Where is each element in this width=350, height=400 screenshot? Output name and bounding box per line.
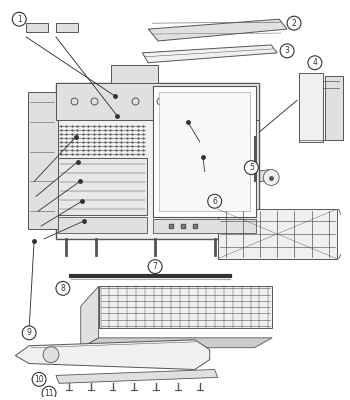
Text: 6: 6 (212, 197, 217, 206)
Bar (28, 92, 58, 229)
Bar (58, 158, 147, 215)
Circle shape (208, 194, 222, 208)
Text: 11: 11 (44, 389, 54, 398)
Text: 2: 2 (292, 19, 296, 28)
Bar (58, 217, 147, 233)
Bar (325, 76, 343, 140)
Polygon shape (142, 45, 277, 63)
Circle shape (308, 56, 322, 70)
Bar (56, 23, 78, 32)
Text: 3: 3 (285, 46, 289, 55)
Circle shape (42, 386, 56, 400)
Polygon shape (56, 370, 218, 383)
Circle shape (148, 260, 162, 274)
Circle shape (244, 161, 258, 174)
Circle shape (43, 347, 59, 362)
Bar (111, 65, 158, 82)
Polygon shape (81, 286, 99, 348)
Bar (99, 286, 272, 328)
Bar (218, 209, 337, 259)
Bar (299, 73, 323, 142)
Circle shape (12, 12, 26, 26)
Bar (159, 92, 250, 211)
Circle shape (280, 44, 294, 58)
Text: 1: 1 (17, 15, 22, 24)
Polygon shape (81, 338, 272, 348)
Polygon shape (15, 340, 210, 370)
Bar (153, 219, 256, 233)
Text: 5: 5 (249, 163, 254, 172)
Text: 8: 8 (61, 284, 65, 293)
Text: 7: 7 (153, 262, 158, 271)
Bar (26, 23, 48, 32)
Circle shape (32, 372, 46, 386)
Polygon shape (230, 170, 274, 186)
Polygon shape (148, 19, 287, 41)
Circle shape (287, 16, 301, 30)
Bar (56, 82, 259, 120)
Bar (153, 86, 256, 217)
Bar (56, 82, 259, 239)
Text: 10: 10 (34, 375, 44, 384)
Circle shape (22, 326, 36, 340)
Text: 4: 4 (313, 58, 317, 67)
Circle shape (263, 170, 279, 186)
Text: 9: 9 (27, 328, 31, 337)
Circle shape (56, 282, 70, 295)
